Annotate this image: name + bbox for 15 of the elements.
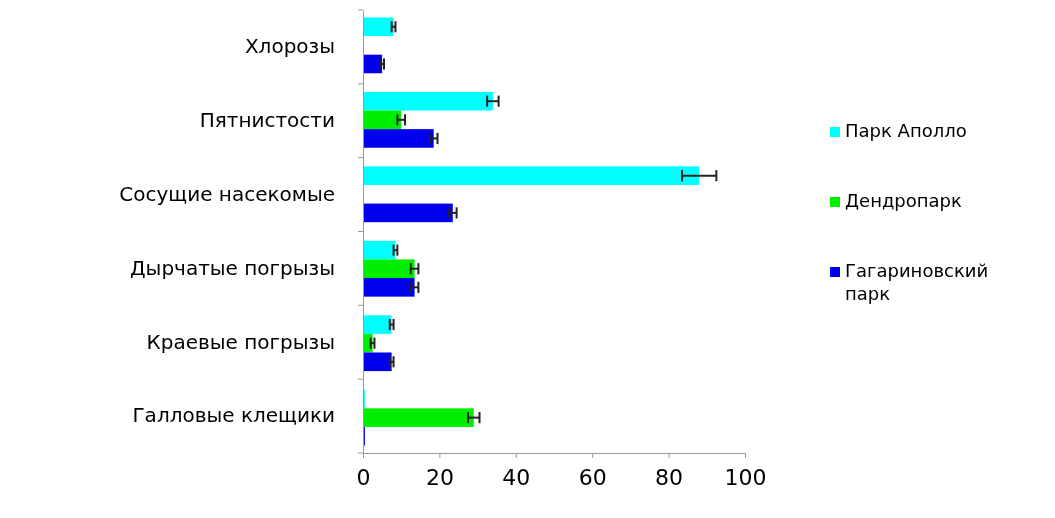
x-tick-label: 20 [425,465,454,491]
x-tick-label: 80 [655,465,684,491]
y-tick-label: Дырчатые погрызы [129,255,335,280]
x-tick-label: 40 [502,465,531,491]
x-tick-label: 100 [724,465,767,491]
x-tick-label: 60 [578,465,607,491]
legend-label: Дендропарк [845,190,963,211]
legend-label: Гагариновский парк [845,260,989,305]
legend-label: Парк Аполло [845,120,967,141]
y-tick-label: Хлорозы [244,34,335,59]
y-tick-label: Краевые погрызы [146,329,335,354]
x-tick-label: 0 [356,465,371,491]
y-tick-label: Пятнистости [199,108,335,133]
y-tick-label: Сосущие насекомые [119,181,335,206]
y-tick-label: Галловые клещики [132,403,335,428]
